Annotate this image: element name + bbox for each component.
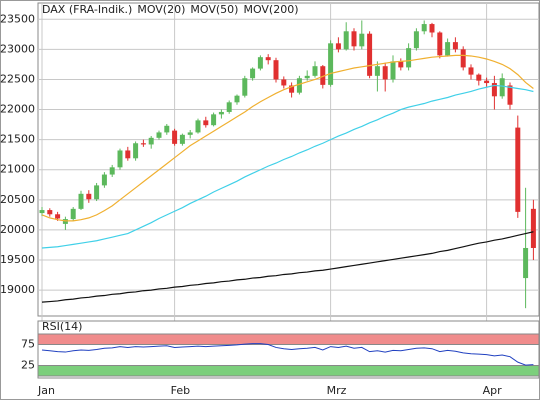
y-tick-label: 25 [21, 359, 35, 372]
candle-body [78, 193, 84, 209]
candle-body [468, 67, 474, 75]
candle-body [406, 48, 412, 68]
y-tick-label: 19500 [0, 253, 35, 266]
candle-body [296, 78, 302, 93]
ma-line [41, 231, 534, 303]
candle-body [94, 185, 100, 200]
candle-body [343, 31, 349, 50]
candle-body [62, 219, 68, 224]
legend-entry: MOV(20) [137, 3, 185, 16]
candle-body [226, 102, 232, 112]
candle-body [304, 75, 310, 79]
candle-body [211, 114, 217, 126]
y-tick-label: 22000 [0, 103, 35, 116]
candle-body [328, 43, 334, 85]
candle-body [351, 31, 357, 47]
x-tick-label: Feb [171, 384, 190, 397]
candle-body [47, 210, 53, 215]
candle-body [530, 208, 536, 248]
candle-body [109, 167, 115, 175]
candle-body [242, 78, 248, 96]
candle-body [523, 247, 529, 279]
candle-body [125, 150, 131, 159]
candle-body [484, 80, 490, 84]
x-tick-label: Jan [37, 384, 55, 397]
candle-body [273, 60, 279, 80]
candle-body [515, 127, 521, 212]
candle-body [195, 120, 201, 133]
y-tick-label: 19000 [0, 283, 35, 296]
candle-body [179, 134, 185, 144]
y-tick-label: 22500 [0, 72, 35, 85]
candle-body [140, 143, 146, 145]
legend-entry: MOV(200) [243, 3, 298, 16]
rsi-band [37, 365, 540, 377]
candle-body [359, 33, 365, 47]
y-tick-label: 21000 [0, 163, 35, 176]
candle-body [499, 78, 505, 97]
legend-entry: DAX (FRA-Indik.) [42, 3, 132, 16]
candle-body [265, 57, 271, 61]
candle-body [335, 43, 341, 50]
x-tick-label: Apr [483, 384, 503, 397]
candle-body [437, 32, 443, 56]
ma-line [41, 54, 534, 222]
rsi-title: RSI(14) [42, 320, 82, 333]
candle-body [218, 111, 224, 115]
candle-body [421, 24, 427, 32]
candle-body [429, 24, 435, 33]
candle-body [86, 193, 92, 200]
candle-body [413, 31, 419, 49]
y-tick-label: 23500 [0, 12, 35, 25]
candle-body [491, 83, 497, 97]
candle-body [70, 208, 76, 220]
candle-body [476, 74, 482, 81]
rsi-line [41, 343, 534, 366]
candle-body [101, 174, 107, 186]
candle-body [445, 42, 451, 56]
candle-body [460, 49, 466, 68]
candle-body [320, 66, 326, 85]
candle-body [452, 42, 458, 50]
candle-body [250, 68, 256, 79]
candle-body [172, 130, 178, 144]
candle-body [374, 66, 380, 76]
ma-line [41, 84, 534, 249]
rsi-band [37, 333, 540, 345]
candle-body [398, 61, 404, 68]
candle-body [257, 57, 263, 69]
candle-body [234, 95, 240, 103]
candle-body [156, 132, 162, 138]
legend-entry: MOV(50) [190, 3, 238, 16]
candle-body [507, 85, 513, 105]
candle-body [187, 132, 193, 135]
y-tick-label: 21500 [0, 133, 35, 146]
candle-body [390, 61, 396, 80]
y-tick-label: 20000 [0, 223, 35, 236]
candle-body [203, 120, 209, 126]
candle-body [133, 143, 139, 159]
candle-body [164, 125, 170, 133]
candle-body [39, 210, 45, 214]
candle-body [382, 66, 388, 80]
candle-body [281, 79, 287, 86]
y-tick-label: 20500 [0, 193, 35, 206]
candle-body [117, 150, 123, 168]
candle-body [312, 66, 318, 76]
candle-body [148, 137, 154, 145]
x-tick-label: Mrz [327, 384, 347, 397]
candle-body [289, 85, 295, 93]
candle-body [367, 33, 373, 76]
y-tick-label: 75 [21, 338, 35, 351]
y-tick-label: 23000 [0, 42, 35, 55]
candle-body [55, 214, 61, 219]
